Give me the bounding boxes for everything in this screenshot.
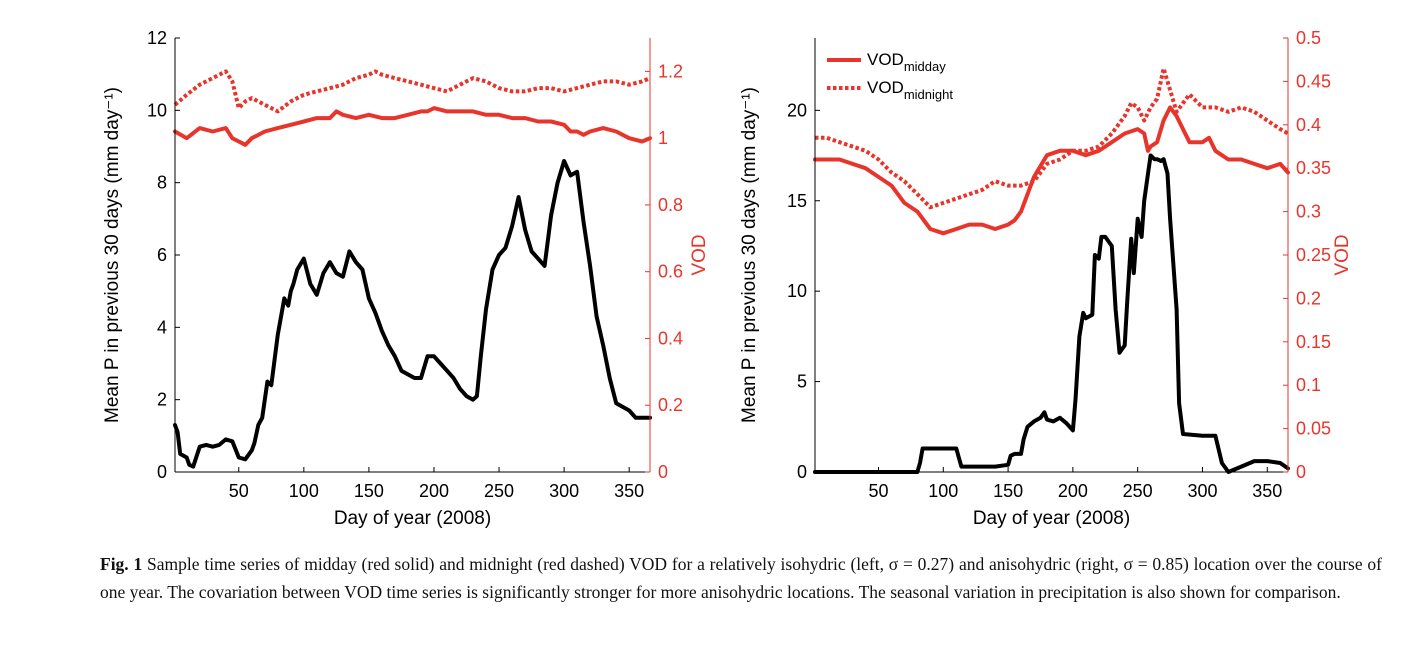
y-left-tick-label: 2 (157, 390, 167, 410)
y-axis-label-left: Mean P in previous 30 days (mm day⁻¹) (739, 87, 760, 423)
y-left-tick-label: 10 (787, 281, 807, 301)
series-line-vod-midnight (173, 69, 651, 114)
x-tick-label: 50 (868, 481, 888, 501)
series-line-precipitation (173, 159, 652, 469)
y-left-tick-label: 8 (157, 173, 167, 193)
legend-label-base: VOD (867, 50, 904, 69)
y-right-tick-label: 0.1 (1296, 375, 1321, 395)
y-right-tick-label: 0.4 (658, 328, 683, 348)
x-tick-label: 200 (419, 481, 449, 501)
series-line-vod-midday (173, 106, 652, 147)
x-tick-label: 300 (1187, 481, 1217, 501)
y-left-tick-label: 12 (147, 28, 167, 48)
y-left-tick-label: 20 (787, 100, 807, 120)
x-tick-label: 200 (1058, 481, 1088, 501)
x-tick-label: 300 (549, 481, 579, 501)
y-right-tick-label: 0 (1296, 462, 1306, 482)
x-tick-label: 50 (229, 481, 249, 501)
y-axis-label-left: Mean P in previous 30 days (mm day⁻¹) (102, 87, 123, 423)
y-right-tick-label: 0.4 (1296, 115, 1321, 135)
x-tick-label: 250 (1123, 481, 1153, 501)
y-right-tick-label: 1.2 (658, 61, 683, 81)
y-right-tick-label: 0.2 (1296, 288, 1321, 308)
x-tick-label: 250 (484, 481, 514, 501)
y-left-tick-label: 6 (157, 245, 167, 265)
legend-label-subscript: midnight (904, 87, 954, 102)
chart-left: 50 100 150 200 250 300 350 0 2 4 6 8 10 12 0 0.2 0.4 0.6 0… (102, 28, 710, 529)
x-tick-label: 150 (993, 481, 1023, 501)
y-axis-label-right: VOD (1332, 234, 1353, 275)
x-tick-label: 100 (289, 481, 319, 501)
y-left-tick-label: 5 (797, 372, 807, 392)
y-left-tick-label: 0 (157, 462, 167, 482)
legend-label-midnight: VODmidnight (867, 78, 953, 102)
y-right-tick-label: 0.3 (1296, 202, 1321, 222)
x-tick-label: 350 (614, 481, 644, 501)
y-right-tick-label: 0.6 (658, 262, 683, 282)
series-line-vod-midnight (815, 66, 1289, 210)
y-right-tick-label: 0.35 (1296, 158, 1331, 178)
series-line-vod-midday (813, 105, 1290, 236)
y-right-tick-label: 0.5 (1296, 28, 1321, 48)
y-left-tick-label: 10 (147, 100, 167, 120)
figure-caption: Fig. 1 Sample time series of midday (red… (100, 550, 1382, 606)
y-axis-label-right: VOD (689, 234, 710, 275)
y-left-tick-label: 4 (157, 317, 167, 337)
x-axis-label: Day of year (2008) (334, 508, 491, 529)
caption-text: Sample time series of midday (red solid)… (100, 554, 1382, 602)
x-axis-label: Day of year (2008) (973, 508, 1130, 529)
caption-label: Fig. 1 (100, 554, 143, 574)
y-right-tick-label: 0.15 (1296, 332, 1331, 352)
legend-label-base: VOD (867, 78, 904, 97)
x-tick-label: 350 (1252, 481, 1282, 501)
y-right-tick-label: 0.8 (658, 195, 683, 215)
x-tick-label: 100 (928, 481, 958, 501)
y-right-tick-label: 0.2 (658, 395, 683, 415)
y-right-tick-label: 0 (658, 462, 668, 482)
series-line-precipitation (813, 153, 1290, 474)
y-left-tick-label: 0 (797, 462, 807, 482)
y-right-tick-label: 0.05 (1296, 419, 1331, 439)
y-left-tick-label: 15 (787, 191, 807, 211)
legend-label-midday: VODmidday (867, 50, 946, 74)
x-tick-label: 150 (354, 481, 384, 501)
y-right-tick-label: 1 (658, 128, 668, 148)
y-right-tick-label: 0.45 (1296, 71, 1331, 91)
legend-label-subscript: midday (904, 59, 946, 74)
chart-right: 50 100 150 200 250 300 3500510152000.050.10.15… (739, 28, 1353, 529)
y-right-tick-label: 0.25 (1296, 245, 1331, 265)
